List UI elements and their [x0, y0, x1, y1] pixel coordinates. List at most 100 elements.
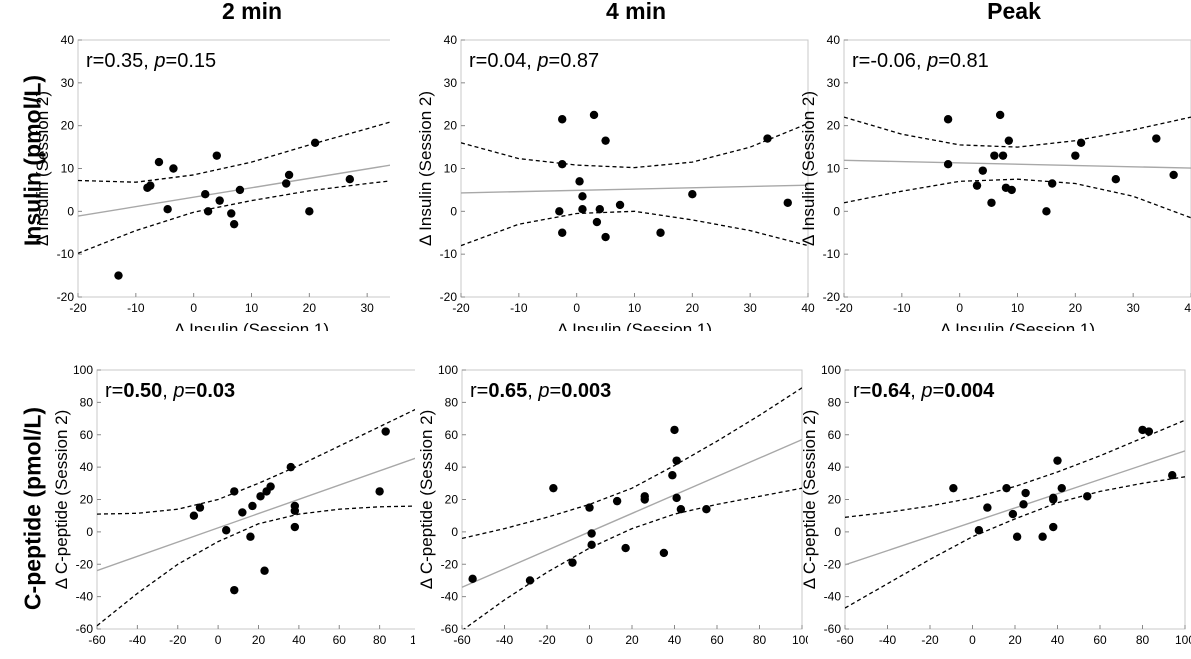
x-tick-label: -10	[893, 301, 911, 315]
data-point	[227, 209, 236, 218]
y-tick-label: 0	[833, 204, 840, 218]
stat-sep: ,	[526, 50, 537, 72]
data-point	[558, 228, 567, 237]
x-tick-label: -20	[835, 301, 853, 315]
x-tick-label: -40	[879, 633, 897, 647]
stat-p-eq: =	[185, 380, 197, 402]
scatter-svg: -60 -40 -20 0 20 40 60 80 100 -60 -40 -20 0 20 40 60 80 1…	[800, 363, 1191, 659]
x-tick-label: 10	[245, 301, 259, 315]
stat-p: 0.15	[177, 50, 216, 72]
data-point	[612, 496, 622, 506]
data-point	[256, 492, 265, 501]
data-point	[290, 506, 300, 516]
data-point	[589, 110, 599, 120]
data-point	[763, 134, 772, 143]
plot-area	[460, 39, 809, 298]
stat-r-prefix: r=	[105, 380, 123, 402]
x-tick-label: 20	[1069, 301, 1083, 315]
data-point	[1053, 456, 1062, 465]
scatter-panel-cpeptide-peak: -60 -40 -20 0 20 40 60 80 100 -60 -40 -20 0 20 40 60 80 1…	[786, 358, 1191, 659]
regression-line	[462, 438, 802, 588]
x-tick-label: 0	[586, 633, 593, 647]
data-point	[987, 198, 996, 207]
data-point	[212, 151, 221, 160]
stat-r-prefix: r=	[852, 50, 870, 72]
stat-r: 0.35	[104, 50, 143, 72]
x-tick-label: -20	[538, 633, 556, 647]
x-tick-label: 10	[628, 301, 642, 315]
stat-sep: ,	[910, 380, 921, 402]
scatter-panel-insulin-4min: -20 -10 0 10 20 30 40 -20 -10 0 10 20 30 40 Δ Insulin …	[403, 26, 823, 339]
data-point	[1042, 207, 1051, 216]
x-tick-label: 20	[625, 633, 639, 647]
stat-annotation: r=0.04, p=0.87	[469, 50, 599, 72]
data-point	[1019, 500, 1028, 509]
y-tick-label: -40	[441, 590, 459, 604]
x-tick-label: -40	[496, 633, 514, 647]
regression-line	[97, 455, 420, 572]
x-tick-label: -20	[452, 301, 470, 315]
y-tick-label: -60	[441, 622, 459, 636]
x-tick-label: 30	[743, 301, 757, 315]
data-point	[974, 526, 984, 535]
data-point	[1169, 170, 1178, 180]
y-tick-label: 30	[827, 76, 841, 90]
y-tick-label: 80	[80, 395, 94, 409]
data-point	[222, 526, 231, 535]
data-point	[248, 501, 257, 511]
data-point	[568, 558, 577, 567]
data-point	[195, 503, 205, 512]
y-tick-label: 20	[61, 119, 75, 133]
data-point	[592, 217, 602, 227]
y-tick-label: -20	[823, 290, 841, 304]
y-axis-label: Δ C-peptide (Session 2)	[800, 410, 819, 590]
data-point	[995, 110, 1005, 120]
data-point	[978, 166, 987, 175]
data-point	[983, 503, 992, 512]
scatter-svg: -60 -40 -20 0 20 40 60 80 100 -60 -40 -20 0 20 40 60 80 1…	[417, 363, 812, 659]
y-axis-label: Δ C-peptide (Session 2)	[417, 410, 436, 590]
stat-p: 0.87	[560, 50, 599, 72]
ci-upper-line	[462, 387, 802, 540]
x-tick-label: 30	[1126, 301, 1140, 315]
data-point	[229, 219, 239, 229]
y-tick-label: -10	[57, 247, 75, 261]
y-tick-label: 60	[80, 428, 94, 442]
x-tick-label: 40	[801, 301, 815, 315]
stat-p-eq: =	[933, 380, 945, 402]
data-point	[310, 138, 320, 147]
y-tick-label: 100	[73, 363, 93, 377]
x-tick-label: 0	[215, 633, 222, 647]
stat-p-eq: =	[166, 50, 178, 72]
ci-lower-line	[844, 178, 1191, 219]
data-point	[345, 175, 355, 184]
data-point	[702, 505, 711, 514]
stat-sep: ,	[527, 380, 538, 402]
data-point	[990, 151, 999, 160]
stat-p: 0.03	[196, 380, 235, 402]
data-point	[230, 487, 239, 496]
x-tick-label: 40	[668, 633, 682, 647]
data-point	[305, 207, 314, 216]
x-tick-label: -40	[129, 633, 147, 647]
y-tick-label: 10	[827, 162, 841, 176]
data-point	[290, 522, 300, 532]
data-point	[943, 115, 953, 124]
data-point	[1144, 427, 1154, 436]
stat-r: 0.64	[871, 380, 911, 402]
data-point	[284, 170, 294, 180]
scatter-panel-cpeptide-4min: -60 -40 -20 0 20 40 60 80 100 -60 -40 -20 0 20 40 60 80 1…	[403, 358, 812, 659]
data-point	[203, 207, 213, 216]
data-point	[998, 151, 1008, 160]
stat-r-prefix: r=	[470, 380, 488, 402]
ci-lower-line	[97, 505, 420, 627]
y-tick-label: -40	[76, 590, 94, 604]
ci-lower-line	[845, 476, 1185, 609]
y-tick-label: 40	[828, 460, 842, 474]
x-tick-label: 80	[753, 633, 767, 647]
stat-sep: ,	[162, 380, 173, 402]
data-point	[1049, 522, 1058, 532]
y-tick-label: -60	[824, 622, 842, 636]
stat-r: 0.04	[487, 50, 526, 72]
stat-p-eq: =	[550, 380, 562, 402]
